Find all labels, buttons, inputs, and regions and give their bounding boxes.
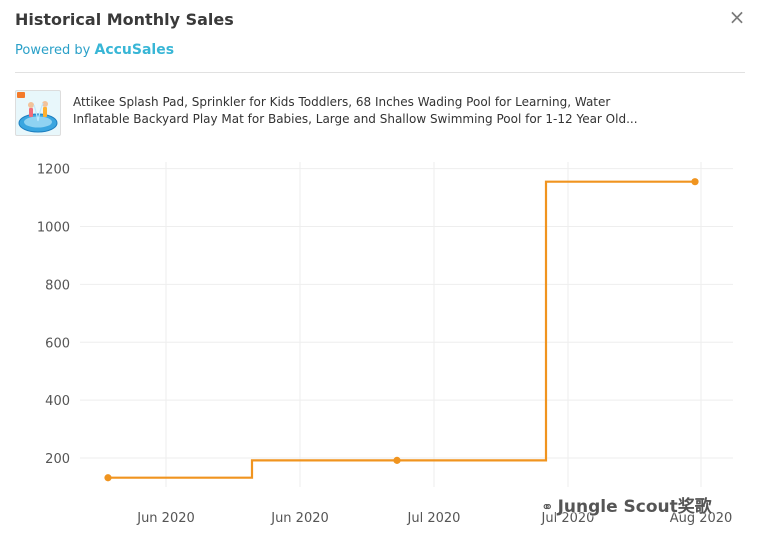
wechat-icon: ⚭ bbox=[541, 498, 554, 516]
product-title-line-1: Attikee Splash Pad, Sprinkler for Kids T… bbox=[73, 95, 611, 109]
x-tick-label: Jun 2020 bbox=[270, 511, 329, 526]
product-thumbnail[interactable] bbox=[15, 90, 61, 136]
x-tick-label: Jun 2020 bbox=[136, 511, 195, 526]
y-tick-label: 1000 bbox=[37, 221, 70, 236]
y-tick-label: 200 bbox=[45, 452, 70, 467]
y-tick-label: 600 bbox=[45, 336, 70, 351]
y-tick-label: 1200 bbox=[37, 163, 70, 178]
watermark: ⚭ Jungle Scout奖歌 bbox=[541, 492, 712, 517]
modal-header: Historical Monthly Sales Powered by Accu… bbox=[15, 9, 745, 60]
chart-area: 200 400 600 800 1000 1200 Jun 2020 Jun 2020 Jul … bbox=[0, 160, 760, 540]
y-tick-label: 400 bbox=[45, 394, 70, 409]
product-row: Attikee Splash Pad, Sprinkler for Kids T… bbox=[15, 90, 745, 136]
powered-by-label: Powered by bbox=[15, 43, 91, 58]
powered-by: Powered by AccuSales bbox=[15, 41, 745, 60]
modal-title: Historical Monthly Sales bbox=[15, 10, 234, 29]
data-point-marker bbox=[691, 178, 699, 186]
x-tick-label: Jul 2020 bbox=[407, 511, 461, 526]
x-tick-label: Aug 2020 bbox=[670, 511, 733, 526]
header-divider bbox=[15, 72, 745, 73]
data-point-marker bbox=[393, 456, 401, 464]
data-point-marker bbox=[104, 474, 112, 482]
product-title[interactable]: Attikee Splash Pad, Sprinkler for Kids T… bbox=[73, 94, 713, 128]
x-tick-label: Jul 2020 bbox=[541, 511, 595, 526]
close-icon[interactable]: × bbox=[728, 5, 746, 29]
y-tick-label: 800 bbox=[45, 278, 70, 293]
watermark-text: Jungle Scout奖歌 bbox=[557, 497, 712, 517]
product-title-line-2: Inflatable Backyard Play Mat for Babies,… bbox=[73, 112, 638, 126]
accusales-brand[interactable]: AccuSales bbox=[94, 42, 175, 58]
sales-chart: 200 400 600 800 1000 1200 Jun 2020 Jun 2020 Jul … bbox=[37, 162, 733, 526]
